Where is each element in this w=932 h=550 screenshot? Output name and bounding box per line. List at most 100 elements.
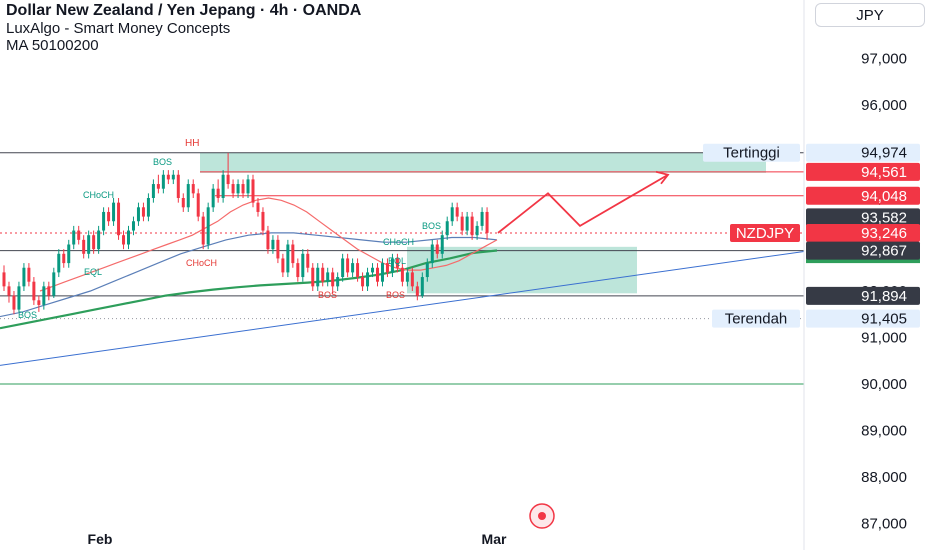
candle-body [32,281,36,301]
candle-body [52,272,56,296]
candle-body [196,193,200,217]
candle-body [341,258,345,278]
candle-body [107,211,111,222]
projection-path [497,173,669,234]
candle-body [380,263,384,282]
price-tag-box [806,186,920,205]
candle-body [206,207,210,245]
candle-body [306,253,310,268]
candle-body [276,239,280,259]
candle-body [176,174,180,198]
candle-body [376,267,379,282]
candle-body [37,300,41,305]
price-tag-box [806,286,920,305]
candle-body [266,230,270,250]
indicator-smc-label[interactable]: LuxAlgo - Smart Money Concepts [6,20,231,37]
candle-body [62,253,66,264]
candle-body [67,244,71,264]
supply-zone [200,152,766,173]
smc-label: BOS [18,310,37,320]
candle-body [27,267,31,282]
price-tick: 87,000 [861,516,907,533]
candle-body [346,258,350,273]
candle-body [311,267,315,287]
currency-selector[interactable]: JPY [815,3,925,27]
supply-demand-zones [200,152,766,294]
candle-body [146,198,150,217]
candle-body [226,174,230,185]
candle-body [131,221,135,231]
candle-body [470,216,474,236]
candle-body [475,225,479,236]
candle-body [57,253,61,273]
candle-body [2,272,6,287]
candle-body [161,174,165,189]
candle-body [385,263,389,273]
ma-50-line [39,197,498,292]
candle-body [390,258,394,273]
price-tag-value: 94,561 [861,164,907,181]
smc-label: CHoCH [186,258,217,268]
candle-body [156,184,160,189]
candle-body [97,230,101,250]
candle-body [47,286,51,296]
smc-label: EQL [388,256,406,266]
candle-body [405,272,409,282]
candle-body [7,286,11,296]
time-tick: Feb [88,531,113,547]
candle-body [191,184,195,194]
price-tag-box [806,162,920,181]
candle-body [136,207,140,222]
candle-body [211,188,215,208]
smc-label: BOS [318,290,337,300]
candle-body [395,258,399,268]
event-marker[interactable] [529,503,555,529]
candle-body [440,235,444,254]
price-tag-value: 93,582 [861,209,907,226]
price-tag-value: 91,894 [861,288,907,305]
indicator-ma-label[interactable]: MA 50100200 [6,37,99,54]
price-tick: 91,000 [861,330,907,347]
price-tag-label-box [703,143,800,162]
smc-annotations: HH BOS CHoCH EQL BOS CHoCH EQL BOS BOS CHoCH BOS [18,138,441,320]
price-tag-box [806,208,920,227]
trend-line [0,250,805,366]
price-tag-value: 92,867 [861,243,907,260]
candle-body [420,277,424,296]
candle-body [246,179,250,194]
candle-body [281,258,285,273]
price-tick: 90,000 [861,376,907,393]
candle-body [22,267,26,287]
candle-body [480,211,484,226]
candle-body [271,239,275,250]
time-tick: Mar [482,531,507,547]
candle-body [181,198,185,208]
candle-body [72,230,76,245]
candle-body [450,207,454,222]
candle-body [42,286,46,305]
smc-label: BOS [386,290,405,300]
candle-body [102,211,106,231]
candle-body [425,263,429,278]
price-tag-value: 94,048 [861,188,907,205]
candle-body [435,244,439,254]
candle-body [356,263,360,278]
smc-label: EQL [84,267,102,277]
candle-body [331,272,335,287]
candle-body [256,202,260,212]
smc-label: CHoCH [83,190,114,200]
price-tag-box [806,224,920,243]
price-levels [0,152,804,385]
price-tag-label-box [712,309,800,328]
candle-body [127,230,130,245]
price-tag-value: 94,974 [861,145,907,162]
candle-body [216,188,220,198]
candle-body [87,235,91,254]
candle-body [301,253,305,278]
smc-label: CHoCH [383,237,414,247]
candle-body [415,286,419,296]
demand-zone [407,246,637,294]
candle-body [241,184,245,194]
